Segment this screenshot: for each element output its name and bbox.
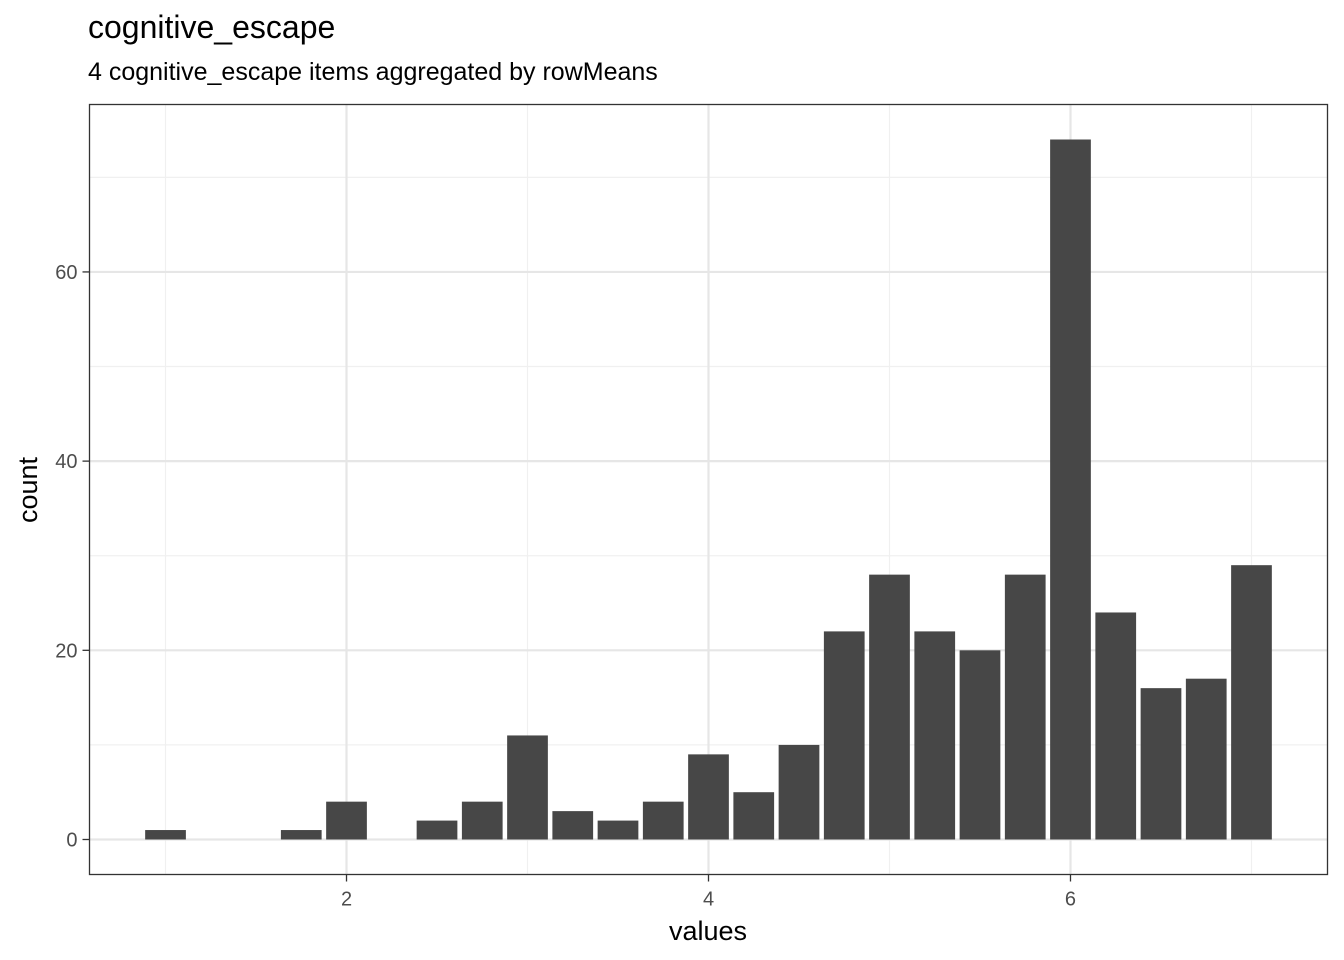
bar [778,744,820,840]
y-tick-label: 40 [55,451,77,473]
y-tick-label: 0 [66,830,77,852]
x-tick-label: 6 [1065,889,1076,911]
bar [642,801,684,840]
bars [145,139,1272,840]
bar [461,801,503,840]
bar [869,574,910,840]
bar [145,830,186,840]
bar [416,820,458,840]
bar [1140,688,1182,840]
x-tick-label: 2 [341,889,352,911]
bar [507,735,548,840]
y-tick-label: 60 [55,262,77,284]
bar [914,631,956,840]
bar [597,820,639,840]
chart-subtitle: 4 cognitive_escape items aggregated by r… [88,58,658,86]
bar [1050,139,1091,840]
bar [959,650,1001,840]
bar [688,754,729,840]
bar [552,811,594,840]
bar [1095,612,1137,840]
bar [733,792,775,840]
x-axis-title: values [669,916,747,946]
bar [280,830,322,840]
bar [1004,574,1046,840]
x-tick-label: 4 [703,889,714,911]
bar [1185,678,1227,840]
y-tick-label: 20 [55,640,77,662]
bar [823,631,865,840]
bar [1231,565,1272,840]
chart-title: cognitive_escape [88,9,336,45]
y-axis-title: count [13,456,43,523]
bar [326,801,367,840]
